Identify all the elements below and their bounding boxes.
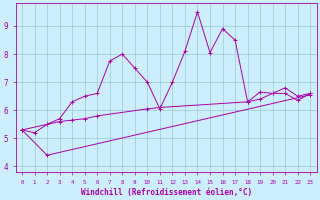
X-axis label: Windchill (Refroidissement éolien,°C): Windchill (Refroidissement éolien,°C) — [81, 188, 252, 197]
